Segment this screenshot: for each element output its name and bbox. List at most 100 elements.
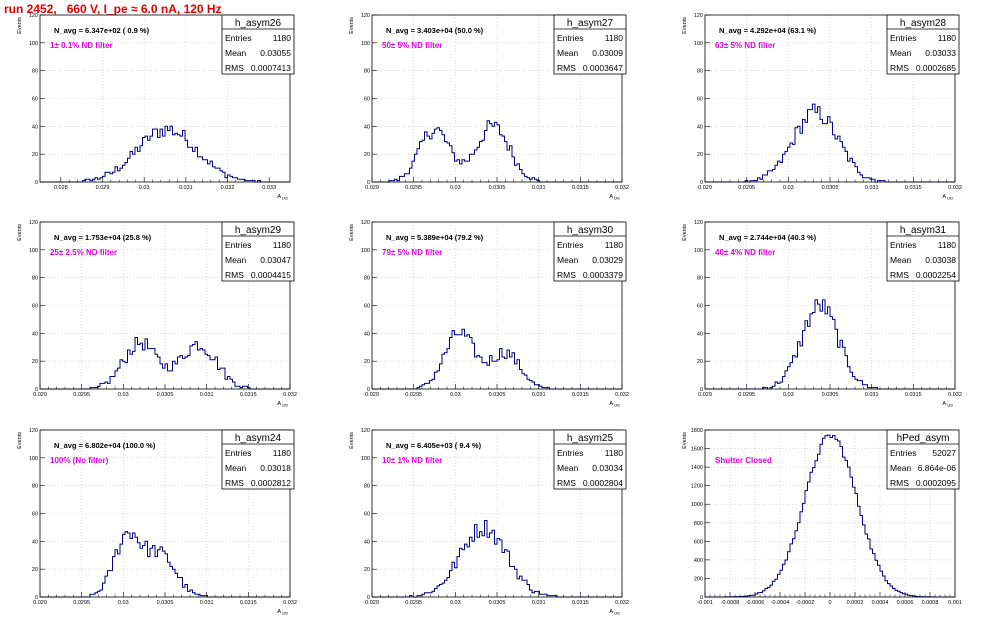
x-tick-label: 0.0305 bbox=[489, 600, 506, 606]
x-tick-label: 0.0295 bbox=[73, 600, 90, 606]
x-tick-label: 0.032 bbox=[221, 185, 235, 191]
x-tick-label: 0.0315 bbox=[572, 185, 589, 191]
stats-label: Mean bbox=[890, 255, 912, 265]
stats-value: 1180 bbox=[938, 240, 957, 250]
x-tick-label: 0.0295 bbox=[73, 392, 90, 398]
stats-label: Mean bbox=[225, 255, 247, 265]
x-tick-label: 0.032 bbox=[948, 185, 962, 191]
y-axis-title: Events bbox=[682, 17, 688, 34]
stats-label: RMS bbox=[557, 63, 576, 73]
y-tick-label: 80 bbox=[364, 484, 370, 490]
y-tick-label: 60 bbox=[32, 512, 38, 518]
x-tick-label: 0.03 bbox=[118, 392, 129, 398]
stats-value: 1180 bbox=[273, 448, 292, 458]
filter-label: Shutter Closed bbox=[715, 456, 772, 465]
stats-box bbox=[221, 14, 295, 75]
histogram-line bbox=[40, 125, 290, 183]
x-tick-label: 0.0315 bbox=[572, 600, 589, 606]
y-tick-label: 0 bbox=[700, 180, 703, 186]
y-tick-label: 20 bbox=[364, 567, 370, 573]
y-tick-label: 60 bbox=[32, 97, 38, 103]
stats-box bbox=[553, 429, 627, 490]
x-tick-label: 0.0305 bbox=[157, 600, 174, 606]
stats-title: h_asym31 bbox=[900, 225, 947, 236]
x-tick-label: 0.0305 bbox=[822, 392, 839, 398]
y-tick-label: 0 bbox=[700, 387, 703, 393]
stats-value: 1180 bbox=[605, 448, 624, 458]
histogram-panel-h_asym25: 0.029 0.0295 0.03 0.0305 0.031 0.0315 0.032 0 20… bbox=[349, 428, 629, 616]
y-tick-label: 120 bbox=[29, 428, 38, 434]
filter-label: 25± 2.5% ND filter bbox=[50, 248, 117, 257]
navg-label: N_avg = 6.405e+03 ( 9.4 %) bbox=[386, 441, 482, 450]
y-tick-label: 20 bbox=[32, 152, 38, 158]
y-tick-label: 20 bbox=[364, 152, 370, 158]
y-tick-label: 20 bbox=[364, 359, 370, 365]
x-tick-label: 0.029 bbox=[365, 185, 379, 191]
y-tick-label: 400 bbox=[694, 558, 703, 564]
x-axis-title: A UID bbox=[609, 401, 620, 408]
stats-box bbox=[886, 14, 960, 75]
x-tick-label: -0.001 bbox=[697, 600, 713, 606]
x-tick-label: 0.0006 bbox=[897, 600, 914, 606]
y-tick-label: 80 bbox=[697, 276, 703, 282]
x-tick-label: 0.03 bbox=[450, 392, 461, 398]
stats-label: Entries bbox=[225, 448, 251, 458]
x-tick-label: 0.0295 bbox=[405, 185, 422, 191]
y-tick-label: 40 bbox=[697, 331, 703, 337]
histogram-panel-hPed_asym: -0.001 -0.0008 -0.0006 -0.0004 -0.0002 0 0.000… bbox=[682, 428, 962, 606]
x-tick-label: 0.029 bbox=[698, 392, 712, 398]
stats-label: Mean bbox=[557, 48, 579, 58]
stats-value: 0.0002804 bbox=[583, 478, 623, 488]
stats-value: 0.03009 bbox=[592, 48, 623, 58]
y-axis-title: Events bbox=[17, 432, 23, 449]
x-tick-label: 0.0315 bbox=[240, 392, 257, 398]
navg-label: N_avg = 3.403e+04 (50.0 %) bbox=[386, 26, 484, 35]
y-tick-label: 20 bbox=[32, 359, 38, 365]
x-tick-label: 0.001 bbox=[948, 600, 962, 606]
stats-title: h_asym27 bbox=[567, 18, 614, 29]
x-tick-label: 0.031 bbox=[179, 185, 193, 191]
stats-label: RMS bbox=[557, 478, 576, 488]
x-tick-label: 0.029 bbox=[33, 392, 47, 398]
y-tick-label: 120 bbox=[29, 13, 38, 19]
x-tick-label: 0.03 bbox=[450, 185, 461, 191]
y-tick-label: 40 bbox=[364, 331, 370, 337]
histogram-line bbox=[372, 328, 622, 390]
x-tick-label: 0.032 bbox=[948, 392, 962, 398]
stats-value: 0.0002812 bbox=[251, 478, 291, 488]
histogram-panel-h_asym27: 0.029 0.0295 0.03 0.0305 0.031 0.0315 0.032 0 20… bbox=[349, 13, 629, 201]
filter-label: 79± 5% ND filter bbox=[382, 248, 442, 257]
y-axis-title: Events bbox=[349, 432, 355, 449]
x-tick-label: -0.0008 bbox=[721, 600, 740, 606]
x-tick-label: 0.029 bbox=[698, 185, 712, 191]
y-tick-label: 120 bbox=[694, 13, 703, 19]
y-tick-label: 20 bbox=[697, 359, 703, 365]
stats-box bbox=[886, 221, 960, 282]
x-tick-label: 0.0295 bbox=[405, 600, 422, 606]
y-tick-label: 100 bbox=[29, 456, 38, 462]
y-tick-label: 80 bbox=[364, 276, 370, 282]
y-tick-label: 100 bbox=[29, 248, 38, 254]
x-tick-label: 0.03 bbox=[783, 185, 794, 191]
navg-label: N_avg = 4.292e+04 (63.1 %) bbox=[719, 26, 817, 35]
stats-value: 0.0002254 bbox=[916, 270, 956, 280]
histogram-panel-h_asym24: 0.029 0.0295 0.03 0.0305 0.031 0.0315 0.032 0 20… bbox=[17, 428, 297, 616]
y-tick-label: 80 bbox=[32, 69, 38, 75]
stats-box bbox=[886, 429, 960, 490]
stats-title: h_asym25 bbox=[567, 433, 614, 444]
y-tick-label: 40 bbox=[697, 124, 703, 130]
x-tick-label: 0.0295 bbox=[738, 185, 755, 191]
x-tick-label: 0.031 bbox=[200, 392, 214, 398]
x-tick-label: 0.031 bbox=[532, 600, 546, 606]
y-axis-title: Events bbox=[17, 17, 23, 34]
x-tick-label: 0.029 bbox=[365, 392, 379, 398]
filter-label: 50± 5% ND filter bbox=[382, 41, 442, 50]
x-tick-label: 0.03 bbox=[783, 392, 794, 398]
x-tick-label: 0.029 bbox=[365, 600, 379, 606]
histogram-panel-h_asym31: 0.029 0.0295 0.03 0.0305 0.031 0.0315 0.032 0 20… bbox=[682, 220, 962, 408]
y-axis-title: Events bbox=[17, 224, 23, 241]
x-tick-label: 0.031 bbox=[532, 185, 546, 191]
x-tick-label: 0 bbox=[828, 600, 831, 606]
stats-label: Mean bbox=[890, 463, 912, 473]
stats-label: RMS bbox=[890, 478, 909, 488]
